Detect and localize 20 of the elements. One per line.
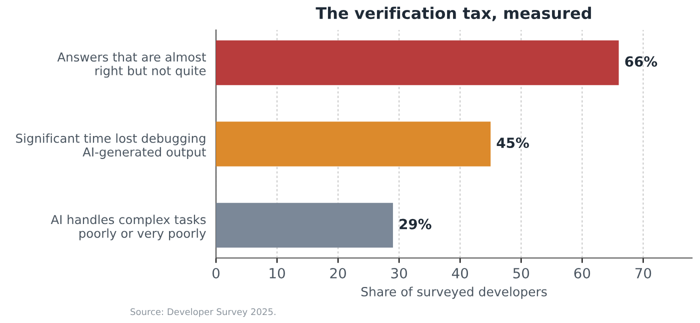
bar: [216, 40, 619, 86]
data-label: 29%: [400, 218, 432, 230]
y-tick-label: Significant time lost debugging AI-generated output: [16, 133, 206, 159]
chart-title: The verification tax, measured: [316, 6, 591, 22]
x-tick-label: 60: [574, 268, 590, 278]
x-axis-title: Share of surveyed developers: [361, 286, 547, 299]
x-tick-label: 70: [635, 268, 652, 278]
x-tick-label: 30: [391, 268, 407, 278]
x-tick-label: 50: [513, 268, 530, 278]
y-tick-label: Answers that are almost right but not quite: [57, 52, 206, 78]
x-tick-label: 40: [452, 268, 468, 278]
data-label: 66%: [625, 56, 658, 67]
bar: [216, 202, 393, 248]
source-note: Source: Developer Survey 2025.: [130, 308, 276, 317]
x-tick-label: 10: [270, 268, 285, 278]
bar: [216, 122, 491, 166]
x-tick-label: 20: [330, 268, 346, 278]
data-label: 45%: [496, 138, 529, 148]
y-tick-label: AI handles complex tasks poorly or very poorly: [50, 214, 206, 240]
x-tick-label: 0: [212, 268, 220, 278]
